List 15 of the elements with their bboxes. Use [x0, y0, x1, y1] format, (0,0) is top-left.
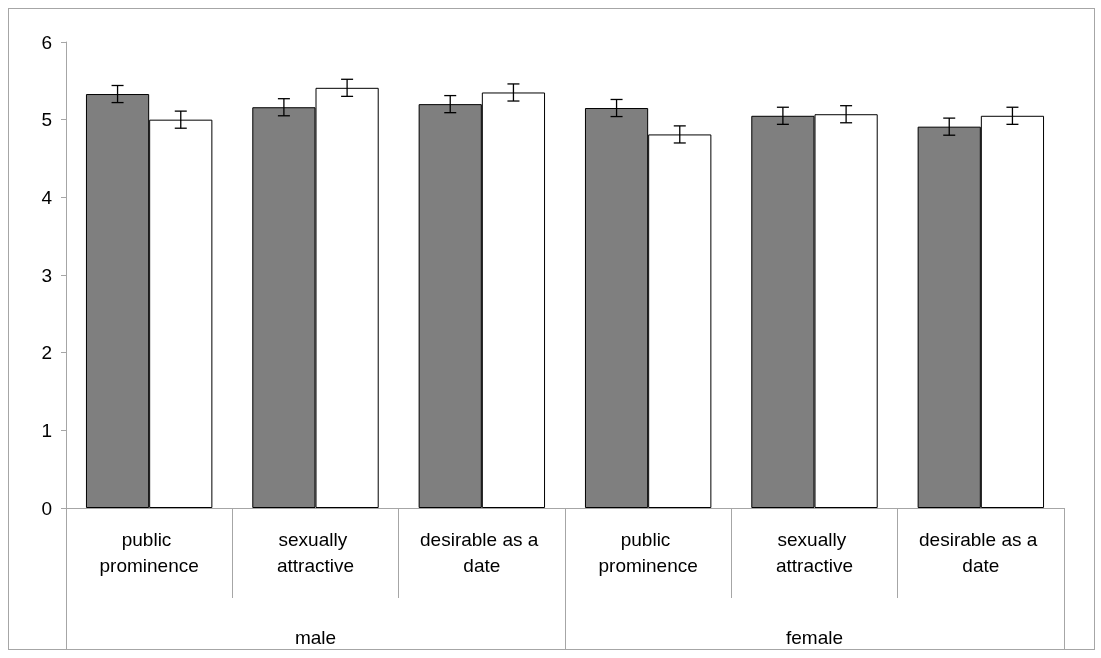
- y-tick-label: 3: [41, 264, 52, 286]
- y-tick-label: 2: [41, 342, 52, 364]
- y-tick-label: 6: [41, 31, 52, 53]
- text: female: [785, 627, 844, 648]
- x-tick-label: desirable as a date: [420, 528, 544, 576]
- x-tick-label: sexually attractive: [775, 528, 854, 576]
- y-tick-label: 5: [41, 109, 52, 131]
- text: male: [294, 627, 337, 648]
- y-tick-label: 4: [41, 186, 53, 208]
- x-tick-label: desirable as a date: [919, 528, 1043, 576]
- y-tick-label: 1: [41, 419, 52, 441]
- y-tick-label: 0: [41, 497, 52, 519]
- x-tick-label: sexually attractive: [276, 528, 355, 576]
- x-tick-label: public prominence: [598, 528, 698, 576]
- x-tick-label: public prominence: [99, 528, 199, 576]
